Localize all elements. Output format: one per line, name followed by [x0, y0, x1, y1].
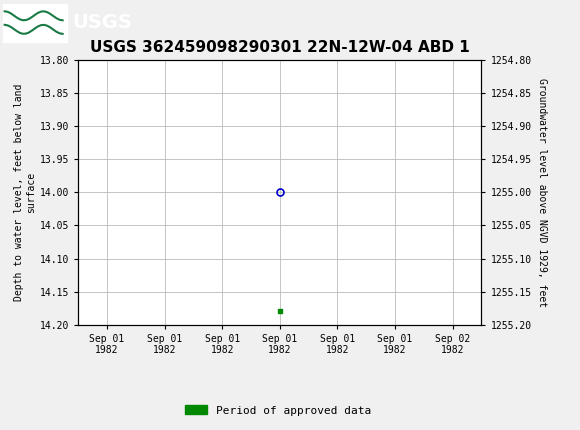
Y-axis label: Groundwater level above NGVD 1929, feet: Groundwater level above NGVD 1929, feet: [537, 78, 547, 307]
Y-axis label: Depth to water level, feet below land
surface: Depth to water level, feet below land su…: [14, 84, 36, 301]
Title: USGS 362459098290301 22N-12W-04 ABD 1: USGS 362459098290301 22N-12W-04 ABD 1: [90, 40, 470, 55]
Text: USGS: USGS: [72, 13, 132, 32]
FancyBboxPatch shape: [3, 3, 67, 42]
Legend: Period of approved data: Period of approved data: [181, 401, 376, 420]
